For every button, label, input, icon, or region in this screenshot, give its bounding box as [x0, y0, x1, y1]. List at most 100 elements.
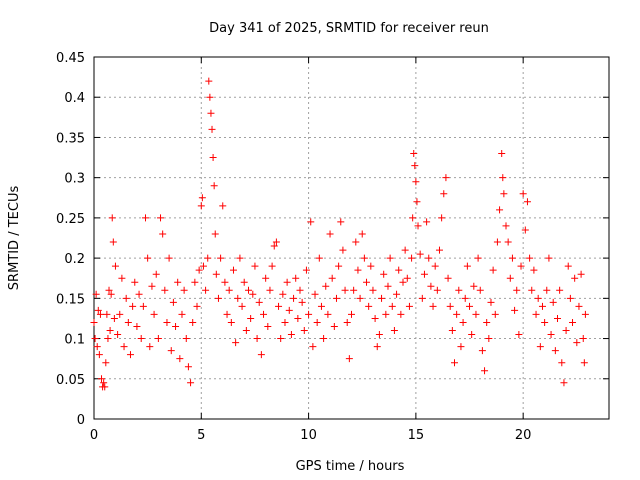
data-point [515, 331, 523, 339]
data-point [523, 198, 531, 206]
data-point [94, 306, 102, 314]
data-point [272, 238, 280, 246]
data-point [581, 310, 589, 318]
data-point [266, 286, 274, 294]
data-point [446, 302, 454, 310]
y-tick-label: 0.2 [64, 252, 85, 267]
data-point [227, 318, 235, 326]
data-point [519, 190, 527, 198]
data-point [399, 278, 407, 286]
y-tick-label: 0.4 [64, 91, 85, 106]
data-point [281, 318, 289, 326]
data-point [150, 310, 158, 318]
data-point [521, 226, 529, 234]
data-point [221, 278, 229, 286]
data-point [193, 302, 201, 310]
data-point [317, 302, 325, 310]
data-point [93, 343, 101, 351]
data-point [414, 222, 422, 230]
data-point [208, 125, 216, 133]
data-point [202, 286, 210, 294]
data-point [214, 294, 222, 302]
data-point [534, 294, 542, 302]
data-point [388, 302, 396, 310]
data-point [343, 318, 351, 326]
data-point [427, 282, 435, 290]
data-point [448, 327, 456, 335]
x-tick-label: 10 [300, 428, 317, 443]
data-point [455, 286, 463, 294]
data-point [262, 274, 270, 282]
data-point [315, 254, 323, 262]
data-point [305, 310, 313, 318]
data-point [92, 290, 100, 298]
data-point [176, 355, 184, 363]
data-point [292, 274, 300, 282]
data-point [444, 274, 452, 282]
data-point [395, 266, 403, 274]
data-point [108, 214, 116, 222]
data-point [579, 335, 587, 343]
data-point [238, 302, 246, 310]
y-tick-label: 0.15 [56, 292, 85, 307]
data-point [538, 302, 546, 310]
data-point [575, 302, 583, 310]
data-point [245, 286, 252, 294]
data-point [378, 294, 386, 302]
data-point [371, 314, 379, 322]
data-point [110, 314, 118, 322]
data-point [530, 266, 538, 274]
data-point [198, 194, 206, 202]
y-tick-label: 0.25 [56, 212, 85, 227]
data-point [429, 302, 437, 310]
data-point [169, 298, 177, 306]
data-point [348, 310, 355, 318]
data-points [90, 77, 589, 391]
data-point [146, 343, 154, 351]
axis-ticks: 0 0.05 0.1 0.15 0.2 0.25 0.3 0.35 0.4 0.45 0 5 10 15 2… [56, 51, 609, 443]
data-point [279, 290, 287, 298]
data-point [580, 359, 588, 367]
data-point [234, 294, 242, 302]
data-point [255, 298, 263, 306]
data-point [102, 359, 110, 367]
data-point [476, 286, 484, 294]
data-point [513, 286, 521, 294]
y-axis-label: SRMTID / TECUs [7, 186, 22, 291]
data-point [236, 254, 244, 262]
data-point [95, 351, 103, 359]
data-point [560, 379, 568, 387]
data-point [283, 278, 291, 286]
data-point [229, 266, 237, 274]
data-point [178, 310, 186, 318]
data-point [195, 266, 203, 274]
data-point [413, 198, 421, 206]
data-point [172, 322, 180, 330]
data-point [367, 262, 375, 270]
data-point [409, 214, 417, 222]
data-point [167, 347, 175, 355]
data-point [161, 286, 169, 294]
data-point [496, 206, 504, 214]
data-point [375, 331, 383, 339]
data-point [386, 254, 394, 262]
data-point [506, 274, 514, 282]
data-point [453, 310, 461, 318]
data-point [91, 335, 99, 343]
data-point [104, 335, 112, 343]
data-point [126, 351, 134, 359]
data-point [528, 286, 536, 294]
data-point [562, 327, 570, 335]
data-point [139, 302, 147, 310]
data-point [116, 310, 124, 318]
data-point [536, 343, 544, 351]
data-point [174, 278, 182, 286]
data-point [573, 339, 581, 347]
data-point [499, 174, 507, 182]
data-point [204, 254, 212, 262]
data-point [285, 306, 293, 314]
data-point [159, 230, 167, 238]
data-point [549, 298, 557, 306]
data-point [440, 190, 448, 198]
data-point [268, 262, 276, 270]
